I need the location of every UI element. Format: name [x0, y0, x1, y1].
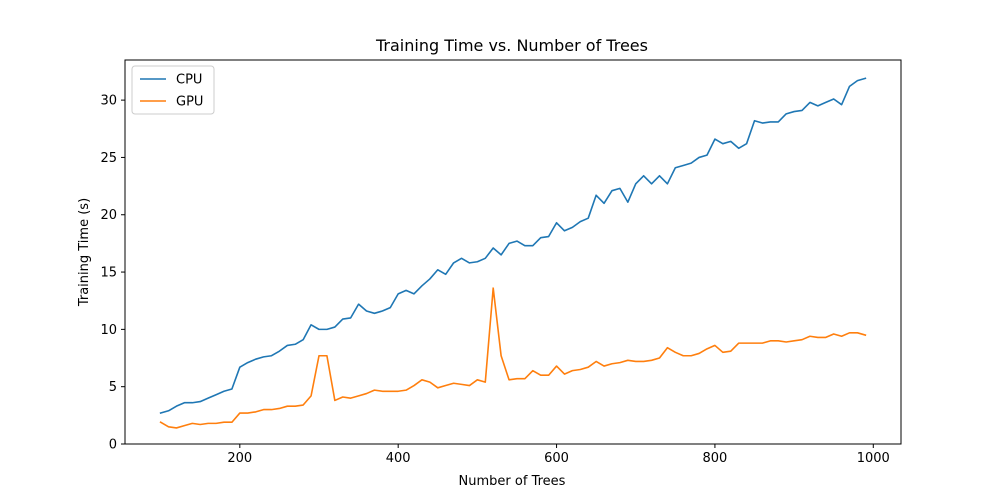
series-line-cpu	[159, 77, 867, 415]
y-axis: 0 5 10 15 20 25 30	[100, 94, 125, 453]
x-axis-label: Number of Trees	[459, 474, 566, 489]
legend-label-gpu: GPU	[176, 95, 203, 110]
y-tick-label: 15	[100, 266, 117, 281]
chart-title: Training Time vs. Number of Trees	[375, 36, 648, 55]
y-tick-label: 20	[100, 208, 117, 223]
x-tick-label: 600	[544, 451, 569, 466]
series-line-gpu	[159, 287, 867, 429]
y-tick-label: 30	[100, 94, 117, 109]
series-layer	[159, 77, 867, 429]
legend-label-cpu: CPU	[176, 73, 202, 88]
y-tick-label: 25	[100, 151, 117, 166]
x-tick-label: 200	[227, 451, 252, 466]
y-axis-label: Training Time (s)	[77, 198, 92, 307]
legend: CPU GPU	[131, 65, 215, 115]
y-tick-label: 5	[109, 380, 117, 395]
plot-frame	[124, 59, 902, 445]
plot-area	[124, 59, 902, 445]
x-axis: 200 400 600 800 1000	[227, 444, 890, 466]
y-tick-label: 10	[100, 323, 117, 338]
y-tick-label: 0	[109, 438, 117, 453]
x-tick-label: 400	[386, 451, 411, 466]
legend-box	[131, 65, 215, 115]
x-tick-label: 1000	[857, 451, 890, 466]
x-tick-label: 800	[703, 451, 728, 466]
